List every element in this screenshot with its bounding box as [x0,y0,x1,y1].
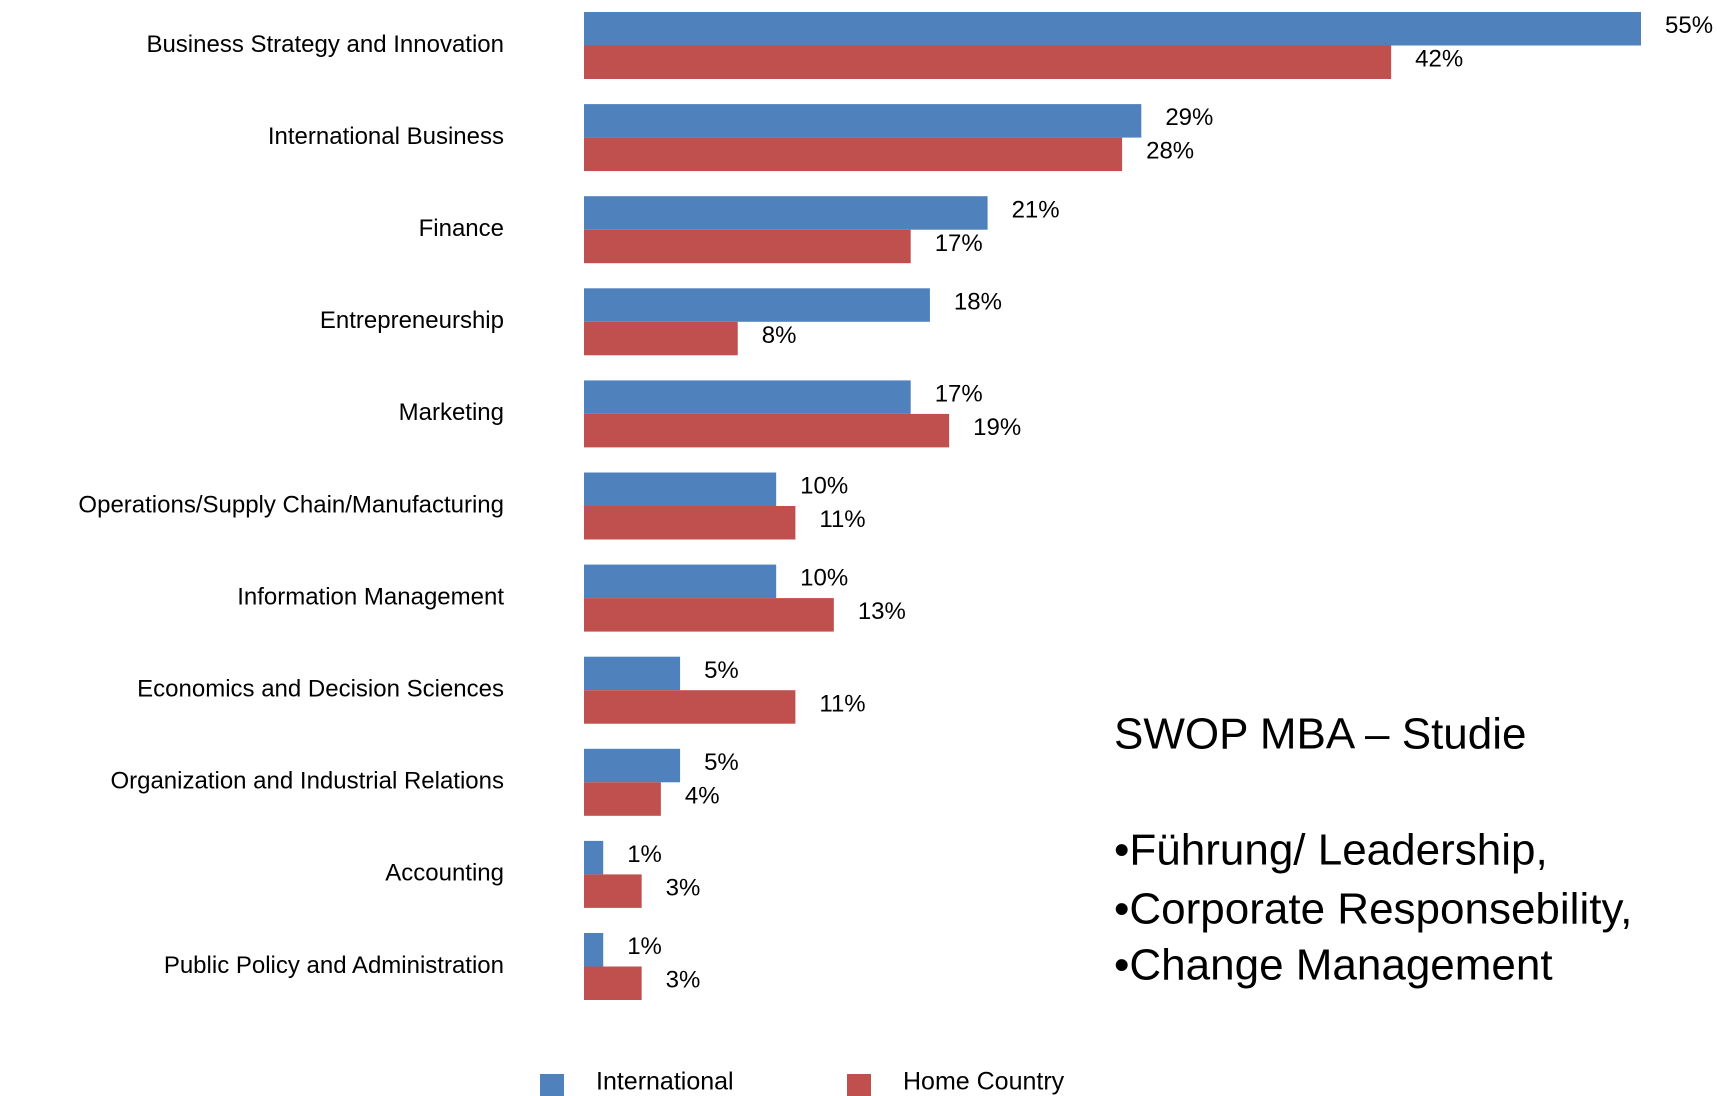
value-label: 8% [762,322,797,349]
bar [584,380,911,414]
annotation: •Corporate Responsebility, [1114,885,1632,934]
category-label: Business Strategy and Innovation [146,31,504,58]
value-label: 4% [685,782,720,809]
category-label: Information Management [237,583,504,610]
bar [584,966,642,1000]
bar [584,229,911,264]
value-label: 1% [627,841,662,868]
bar [584,413,950,448]
legend-label: Home Country [903,1068,1065,1096]
value-label: 17% [935,230,983,257]
legend-swatch [847,1074,871,1096]
category-label: Accounting [385,860,504,887]
bar [584,104,1142,138]
value-label: 55% [1665,12,1713,39]
bar [584,321,738,356]
annotation: •Führung/ Leadership, [1114,826,1548,875]
bar [584,12,1641,46]
category-label: Marketing [399,399,504,426]
value-label: 5% [704,749,739,776]
bar [584,933,604,967]
value-label: 11% [819,506,865,533]
category-label: Organization and Industrial Relations [110,768,504,795]
value-label: 10% [800,565,848,592]
bar [584,690,796,724]
bar [584,196,988,230]
value-label: 29% [1165,104,1213,131]
bar [584,506,796,540]
annotation: •Change Management [1114,941,1553,990]
legend-swatch [540,1074,564,1096]
value-label: 3% [666,967,701,994]
bar [584,748,681,783]
value-label: 17% [935,380,983,407]
value-label: 10% [800,473,848,500]
category-label: Entrepreneurship [320,307,504,334]
bar [584,656,681,691]
value-label: 19% [973,414,1021,441]
value-label: 5% [704,657,739,684]
value-label: 13% [858,598,906,625]
category-label: Economics and Decision Sciences [137,676,504,703]
value-label: 11% [819,690,865,717]
annotation: SWOP MBA – Studie [1114,710,1526,759]
category-label: Public Policy and Administration [164,952,504,979]
bar [584,874,642,908]
category-label: International Business [268,123,504,150]
bar [584,288,930,322]
bar [584,564,777,599]
value-label: 1% [627,933,662,960]
category-label: Operations/Supply Chain/Manufacturing [78,491,504,518]
bar [584,598,834,632]
bar [584,137,1123,172]
legend-label: International [596,1068,734,1096]
category-label: Finance [419,215,504,242]
bar [584,45,1392,79]
value-label: 18% [954,288,1002,315]
value-label: 21% [1012,196,1060,223]
bar [584,472,777,506]
value-label: 28% [1146,138,1194,165]
value-label: 42% [1415,46,1463,73]
bar [584,840,604,875]
value-label: 3% [666,874,701,901]
bar [584,782,661,816]
